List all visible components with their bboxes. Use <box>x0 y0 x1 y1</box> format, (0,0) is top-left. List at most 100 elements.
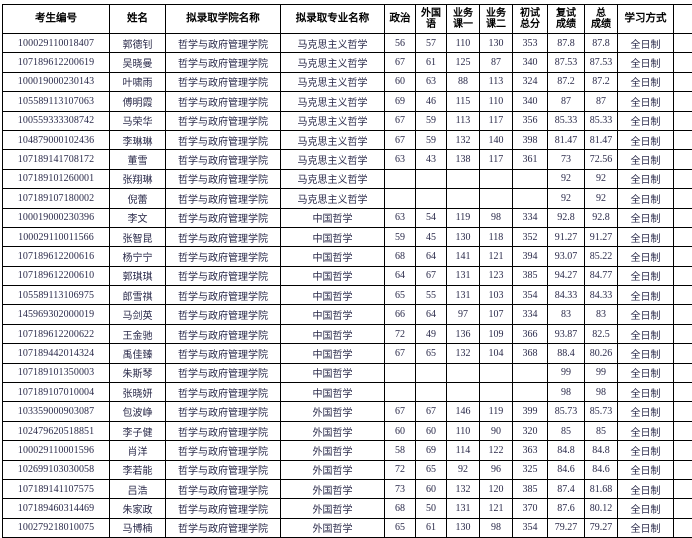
cell-foreign-language-score[interactable]: 49 <box>416 324 447 343</box>
cell-candidate-name[interactable]: 李琳琳 <box>110 130 166 149</box>
cell-total-score[interactable]: 87.2 <box>585 72 618 91</box>
cell-course-one-score[interactable]: 131 <box>447 266 480 285</box>
column-header-name[interactable]: 姓名 <box>110 5 166 34</box>
cell-course-one-score[interactable]: 131 <box>447 499 480 518</box>
cell-retest-score[interactable]: 84.8 <box>548 441 585 460</box>
cell-remark[interactable]: 推免 <box>674 363 692 382</box>
cell-study-mode[interactable]: 全日制 <box>618 92 674 111</box>
column-header-course-two[interactable]: 业务课二 <box>480 5 513 34</box>
cell-retest-score[interactable]: 85 <box>548 421 585 440</box>
cell-politics-score[interactable]: 67 <box>385 111 416 130</box>
cell-college-name[interactable]: 哲学与政府管理学院 <box>166 247 281 266</box>
cell-remark[interactable] <box>674 286 692 305</box>
cell-candidate-id[interactable]: 107189141708172 <box>3 150 110 169</box>
cell-course-two-score[interactable]: 117 <box>480 150 513 169</box>
cell-course-one-score[interactable]: 136 <box>447 324 480 343</box>
cell-candidate-id[interactable]: 107189101350003 <box>3 363 110 382</box>
cell-foreign-language-score[interactable]: 43 <box>416 150 447 169</box>
cell-total-score[interactable]: 84.77 <box>585 266 618 285</box>
cell-course-one-score[interactable]: 113 <box>447 111 480 130</box>
cell-initial-total-score[interactable]: 334 <box>513 208 548 227</box>
cell-candidate-id[interactable]: 100029110011566 <box>3 227 110 246</box>
cell-major-name[interactable]: 中国哲学 <box>281 266 385 285</box>
cell-course-one-score[interactable]: 92 <box>447 460 480 479</box>
cell-total-score[interactable]: 87.8 <box>585 34 618 53</box>
cell-college-name[interactable]: 哲学与政府管理学院 <box>166 227 281 246</box>
cell-course-two-score[interactable]: 123 <box>480 266 513 285</box>
cell-study-mode[interactable]: 全日制 <box>618 72 674 91</box>
cell-remark[interactable] <box>674 247 692 266</box>
cell-course-two-score[interactable] <box>480 169 513 188</box>
cell-retest-score[interactable]: 83 <box>548 305 585 324</box>
cell-candidate-id[interactable]: 107189612200622 <box>3 324 110 343</box>
cell-foreign-language-score[interactable]: 64 <box>416 305 447 324</box>
cell-politics-score[interactable]: 60 <box>385 421 416 440</box>
cell-college-name[interactable]: 哲学与政府管理学院 <box>166 344 281 363</box>
cell-remark[interactable] <box>674 460 692 479</box>
cell-study-mode[interactable]: 全日制 <box>618 34 674 53</box>
cell-course-two-score[interactable]: 98 <box>480 518 513 537</box>
cell-retest-score[interactable]: 87.8 <box>548 34 585 53</box>
cell-remark[interactable] <box>674 111 692 130</box>
cell-total-score[interactable]: 99 <box>585 363 618 382</box>
cell-course-one-score[interactable] <box>447 383 480 402</box>
cell-major-name[interactable]: 中国哲学 <box>281 324 385 343</box>
cell-retest-score[interactable]: 87 <box>548 92 585 111</box>
cell-foreign-language-score[interactable]: 65 <box>416 344 447 363</box>
cell-total-score[interactable]: 80.26 <box>585 344 618 363</box>
cell-study-mode[interactable]: 全日制 <box>618 189 674 208</box>
cell-remark[interactable] <box>674 208 692 227</box>
cell-initial-total-score[interactable]: 340 <box>513 92 548 111</box>
cell-college-name[interactable]: 哲学与政府管理学院 <box>166 72 281 91</box>
cell-total-score[interactable]: 92.8 <box>585 208 618 227</box>
cell-course-one-score[interactable]: 125 <box>447 53 480 72</box>
cell-candidate-name[interactable]: 吕浩 <box>110 479 166 498</box>
cell-politics-score[interactable]: 63 <box>385 208 416 227</box>
cell-foreign-language-score[interactable]: 57 <box>416 34 447 53</box>
cell-course-two-score[interactable]: 96 <box>480 460 513 479</box>
cell-initial-total-score[interactable]: 325 <box>513 460 548 479</box>
cell-initial-total-score[interactable]: 353 <box>513 34 548 53</box>
cell-initial-total-score[interactable]: 361 <box>513 150 548 169</box>
cell-initial-total-score[interactable]: 363 <box>513 441 548 460</box>
cell-foreign-language-score[interactable]: 64 <box>416 247 447 266</box>
cell-course-two-score[interactable] <box>480 363 513 382</box>
cell-college-name[interactable]: 哲学与政府管理学院 <box>166 363 281 382</box>
cell-politics-score[interactable]: 72 <box>385 324 416 343</box>
cell-candidate-name[interactable]: 董雪 <box>110 150 166 169</box>
cell-candidate-name[interactable]: 倪蕾 <box>110 189 166 208</box>
cell-major-name[interactable]: 中国哲学 <box>281 363 385 382</box>
cell-retest-score[interactable]: 84.33 <box>548 286 585 305</box>
cell-candidate-id[interactable]: 100029110018407 <box>3 34 110 53</box>
cell-study-mode[interactable]: 全日制 <box>618 441 674 460</box>
cell-study-mode[interactable]: 全日制 <box>618 460 674 479</box>
cell-total-score[interactable]: 84.6 <box>585 460 618 479</box>
cell-initial-total-score[interactable]: 354 <box>513 286 548 305</box>
cell-candidate-name[interactable]: 李若能 <box>110 460 166 479</box>
cell-major-name[interactable]: 马克思主义哲学 <box>281 53 385 72</box>
cell-remark[interactable]: 推免 <box>674 169 692 188</box>
cell-initial-total-score[interactable]: 334 <box>513 305 548 324</box>
cell-study-mode[interactable]: 全日制 <box>618 363 674 382</box>
cell-candidate-id[interactable]: 102479620518851 <box>3 421 110 440</box>
cell-total-score[interactable]: 92 <box>585 169 618 188</box>
cell-candidate-id[interactable]: 107189612200616 <box>3 247 110 266</box>
cell-college-name[interactable]: 哲学与政府管理学院 <box>166 189 281 208</box>
cell-course-two-score[interactable]: 104 <box>480 344 513 363</box>
cell-total-score[interactable]: 85.33 <box>585 111 618 130</box>
cell-initial-total-score[interactable] <box>513 169 548 188</box>
column-header-foreign-language[interactable]: 外国语 <box>416 5 447 34</box>
cell-foreign-language-score[interactable]: 45 <box>416 227 447 246</box>
cell-candidate-name[interactable]: 马荣华 <box>110 111 166 130</box>
column-header-retest-score[interactable]: 复试成绩 <box>548 5 585 34</box>
cell-foreign-language-score[interactable]: 63 <box>416 72 447 91</box>
cell-retest-score[interactable]: 88.4 <box>548 344 585 363</box>
cell-college-name[interactable]: 哲学与政府管理学院 <box>166 53 281 72</box>
cell-politics-score[interactable] <box>385 189 416 208</box>
cell-college-name[interactable]: 哲学与政府管理学院 <box>166 499 281 518</box>
